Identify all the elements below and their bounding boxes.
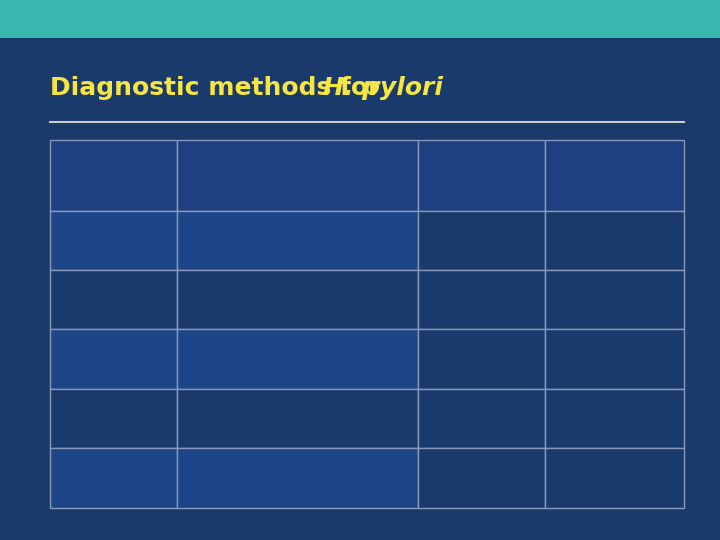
Text: 90: 90 — [472, 352, 490, 366]
Text: 95: 95 — [472, 471, 490, 485]
Text: Sensitivity (%): Sensitivity (%) — [424, 168, 539, 183]
Text: 90: 90 — [472, 233, 490, 247]
Text: To confirm
eradication: To confirm eradication — [186, 463, 264, 493]
Text: Screening and
diagnosis: Screening and diagnosis — [186, 403, 286, 434]
Text: Histology: Histology — [59, 233, 124, 247]
Text: Diagnostic methods for: Diagnostic methods for — [50, 76, 390, 99]
Text: 90: 90 — [472, 411, 490, 426]
Text: 80-90: 80-90 — [462, 293, 501, 307]
Text: Rapid urease
test: Rapid urease test — [59, 344, 150, 374]
Text: H. pylori: H. pylori — [269, 278, 327, 292]
Text: Serology: Serology — [59, 411, 120, 426]
Text: Diagnostic
method: Diagnostic method — [73, 160, 155, 191]
Text: Specificity (%): Specificity (%) — [558, 168, 671, 183]
Text: Culture: Culture — [59, 293, 109, 307]
Text: antibiotic
sensitivities: antibiotic sensitivities — [256, 295, 338, 326]
Text: H. pylori: H. pylori — [323, 76, 443, 99]
Text: 95: 95 — [606, 293, 623, 307]
Text: 100: 100 — [601, 471, 628, 485]
Text: 90: 90 — [606, 352, 623, 366]
Text: Urea breath
test: Urea breath test — [59, 463, 142, 493]
Text: Diagnosis: Diagnosis — [186, 233, 253, 247]
Text: 90: 90 — [606, 233, 623, 247]
Text: Main indication: Main indication — [238, 168, 358, 183]
Text: Endoscopy room
diagnosis: Endoscopy room diagnosis — [186, 344, 302, 374]
Text: 90: 90 — [606, 411, 623, 426]
